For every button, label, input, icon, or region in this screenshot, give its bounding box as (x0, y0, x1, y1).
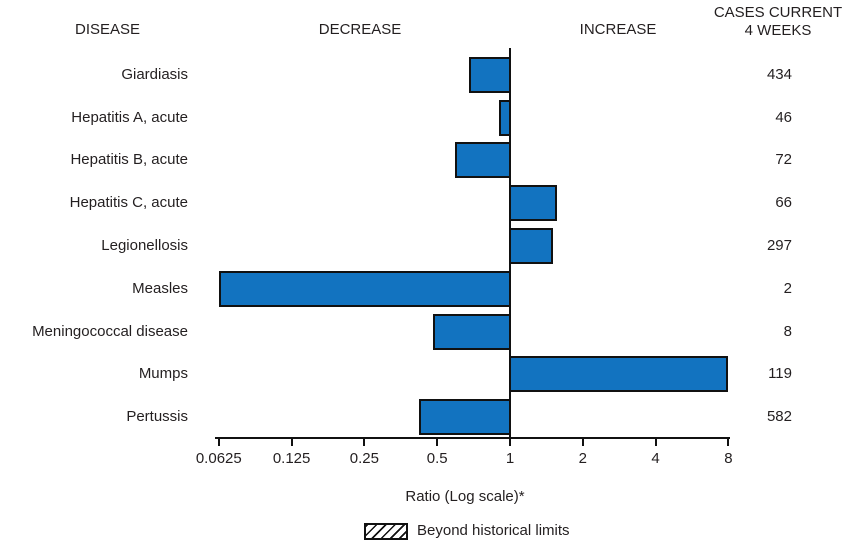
disease-label: Pertussis (126, 408, 188, 426)
x-axis-tick-label: 2 (578, 450, 587, 467)
cases-value: 66 (775, 194, 792, 212)
cases-value: 2 (783, 279, 792, 297)
cases-value: 119 (768, 365, 792, 383)
x-axis-tick-label: 8 (724, 450, 733, 467)
column-header-disease: DISEASE (74, 21, 141, 38)
disease-label: Legionellosis (101, 236, 188, 254)
disease-label: Mumps (138, 365, 188, 383)
cases-header-line1: CASES CURRENT (713, 4, 843, 21)
x-axis-tick (363, 439, 366, 446)
disease-label: Hepatitis A, acute (71, 108, 188, 126)
ratio-bar (509, 185, 557, 222)
cases-value: 46 (775, 108, 792, 126)
ratio-bar (418, 399, 511, 436)
x-axis-tick (581, 439, 584, 446)
hatched-swatch-icon (364, 522, 408, 540)
x-axis-tick (654, 439, 657, 446)
column-header-cases: CASES CURRENT 4 WEEKS (708, 4, 848, 40)
ratio-bar (469, 56, 511, 93)
x-axis-tick-label: 0.0625 (195, 450, 242, 467)
disease-label: Hepatitis B, acute (70, 151, 188, 169)
cases-value: 72 (775, 151, 792, 169)
ratio-bar (432, 313, 511, 350)
x-axis-tick (436, 439, 439, 446)
x-axis-tick-label: 4 (651, 450, 660, 467)
disease-label: Hepatitis C, acute (69, 194, 188, 212)
x-axis-line (215, 437, 730, 439)
x-axis-tick-label: 1 (505, 450, 515, 467)
column-header-decrease: DECREASE (318, 21, 402, 38)
cases-header-line2: 4 WEEKS (744, 22, 812, 39)
x-axis-label: Ratio (Log scale)* (405, 488, 525, 505)
baseline-ratio-1 (509, 48, 511, 439)
ratio-bar (509, 227, 553, 264)
legend-label: Beyond historical limits (417, 522, 570, 539)
ratio-bar (509, 356, 729, 393)
ratio-bar (454, 142, 511, 179)
x-axis-tick (509, 439, 511, 446)
cases-value: 434 (766, 65, 792, 83)
cases-value: 582 (766, 408, 792, 426)
ratio-bar (218, 270, 511, 307)
x-axis-tick-label: 0.5 (426, 450, 448, 467)
x-axis-tick (290, 439, 293, 446)
x-axis-tick-label: 0.125 (272, 450, 311, 467)
x-axis-tick-label: 0.25 (349, 450, 379, 467)
x-axis-tick (727, 439, 730, 446)
column-header-increase: INCREASE (579, 21, 657, 38)
disease-label: Measles (132, 279, 188, 297)
legend: Beyond historical limits (364, 522, 570, 540)
x-axis-tick (217, 439, 220, 446)
disease-label: Giardiasis (121, 65, 188, 83)
cases-value: 297 (766, 236, 792, 254)
cases-value: 8 (783, 322, 792, 340)
disease-label: Meningococcal disease (32, 322, 188, 340)
